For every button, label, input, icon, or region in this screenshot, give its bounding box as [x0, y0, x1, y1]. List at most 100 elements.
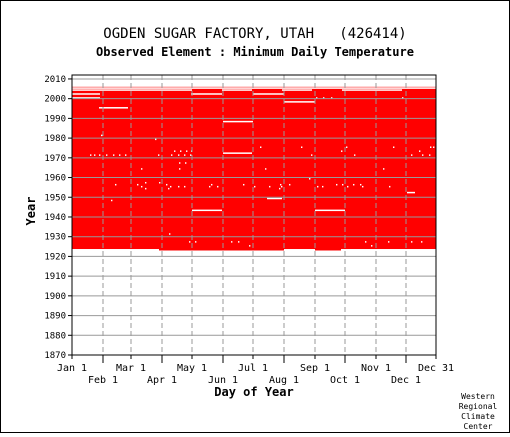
missing-day-mark	[260, 146, 262, 148]
missing-day-mark	[336, 183, 338, 186]
y-tick-label: 1880	[44, 331, 66, 341]
x-axis-label: Day of Year	[214, 385, 293, 399]
missing-interval-mark	[253, 93, 284, 95]
missing-interval-mark	[341, 249, 437, 251]
plot-border	[71, 74, 437, 356]
missing-day-mark	[360, 183, 362, 186]
missing-day-mark	[184, 154, 186, 156]
missing-interval-mark	[284, 249, 315, 251]
y-tick-label: 2000	[44, 95, 66, 105]
credit-line: Center	[464, 422, 493, 431]
missing-day-mark	[331, 97, 333, 99]
missing-interval-mark	[191, 93, 222, 95]
missing-day-mark	[371, 245, 373, 247]
missing-day-mark	[389, 185, 391, 188]
missing-interval-mark	[72, 249, 159, 251]
missing-day-mark	[353, 183, 355, 186]
missing-interval-mark	[407, 191, 415, 194]
y-tick-label: 2010	[44, 75, 66, 85]
missing-day-mark	[402, 97, 404, 99]
axes: 1870 1880 1890 1900 1910 1920 1930 1940 1950 1960…	[44, 74, 454, 386]
missing-day-mark	[249, 245, 251, 247]
missing-day-mark	[421, 241, 423, 243]
missing-interval-mark	[284, 101, 315, 103]
missing-day-mark	[280, 183, 282, 186]
missing-interval-mark	[72, 89, 192, 91]
missing-day-mark	[166, 183, 168, 186]
missing-day-mark	[94, 154, 96, 156]
missing-day-mark	[209, 185, 211, 188]
missing-day-mark	[179, 168, 181, 170]
x-tick-label: Feb 1	[88, 375, 118, 386]
x-tick-label: Aug 1	[269, 375, 299, 386]
missing-day-mark	[322, 185, 324, 188]
missing-interval-mark	[223, 152, 252, 154]
missing-day-mark	[281, 185, 283, 188]
y-tick-label: 1910	[44, 272, 66, 282]
y-tick-label: 1930	[44, 233, 66, 243]
missing-day-mark	[411, 154, 413, 156]
missing-day-mark	[141, 168, 143, 170]
missing-day-mark	[137, 183, 139, 186]
y-tick-label: 1960	[44, 174, 66, 184]
missing-day-mark	[419, 150, 421, 152]
missing-day-mark	[231, 241, 233, 243]
missing-day-mark	[265, 168, 267, 170]
missing-day-mark	[195, 241, 197, 243]
missing-interval-mark	[72, 87, 437, 89]
missing-day-mark	[171, 154, 173, 156]
missing-day-mark	[174, 150, 176, 152]
credit-line: Regional	[459, 402, 498, 411]
missing-interval-mark	[315, 209, 345, 212]
missing-day-mark	[383, 168, 385, 170]
missing-interval-mark	[267, 197, 282, 200]
chart-subtitle: Observed Element : Minimum Daily Tempera…	[96, 45, 414, 59]
missing-interval-mark	[342, 89, 402, 91]
missing-interval-mark	[223, 120, 253, 123]
missing-day-mark	[346, 146, 348, 148]
y-tick-label: 1900	[44, 292, 66, 302]
missing-day-mark	[243, 183, 245, 186]
missing-day-mark	[178, 185, 180, 188]
y-tick-label: 1870	[44, 351, 66, 361]
missing-interval-mark	[282, 89, 312, 91]
y-tick-label: 1920	[44, 252, 66, 262]
missing-day-mark	[289, 183, 291, 186]
y-tick-label: 1890	[44, 312, 66, 322]
missing-day-mark	[342, 183, 344, 186]
missing-day-mark	[185, 162, 187, 164]
missing-day-mark	[190, 154, 192, 156]
missing-day-mark	[362, 185, 364, 188]
missing-day-mark	[141, 185, 143, 188]
x-tick-label: Dec 1	[391, 375, 421, 386]
missing-day-mark	[430, 146, 432, 148]
missing-day-mark	[125, 154, 127, 156]
missing-day-mark	[429, 154, 431, 156]
missing-day-mark	[254, 185, 256, 188]
missing-day-mark	[170, 185, 172, 188]
missing-interval-mark	[222, 89, 252, 91]
y-tick-label: 1950	[44, 193, 66, 203]
missing-day-mark	[341, 150, 343, 152]
x-tick-label: Jun 1	[208, 375, 238, 386]
y-tick-label: 1970	[44, 154, 66, 164]
y-axis-label: Year	[24, 197, 38, 226]
missing-day-mark	[347, 185, 349, 188]
y-tick-label: 1980	[44, 134, 66, 144]
missing-day-mark	[184, 185, 186, 188]
missing-day-mark	[90, 154, 92, 156]
missing-day-mark	[309, 178, 311, 180]
missing-day-mark	[217, 185, 219, 188]
credit-line: Climate	[461, 412, 495, 421]
observed-data-band	[72, 86, 436, 251]
missing-day-mark	[178, 154, 180, 156]
missing-interval-mark	[99, 107, 128, 109]
missing-day-mark	[311, 154, 313, 156]
x-tick-label: Mar 1	[116, 363, 146, 374]
x-tick-label: Apr 1	[147, 375, 177, 386]
missing-interval-mark	[192, 209, 222, 212]
missing-day-mark	[422, 154, 424, 156]
missing-day-mark	[179, 162, 181, 164]
